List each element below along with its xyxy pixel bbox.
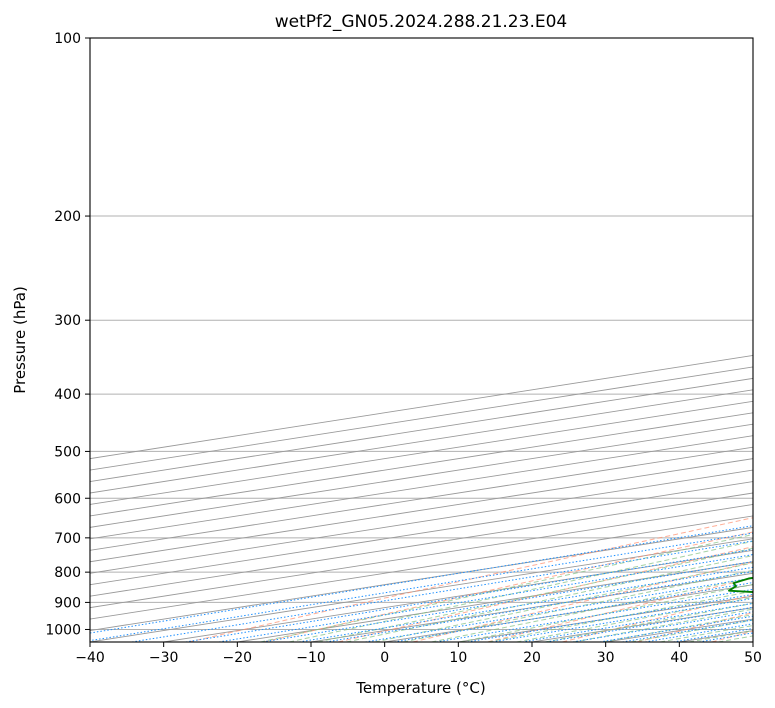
x-tick-label: −10 — [296, 650, 326, 666]
x-tick-label: 10 — [449, 650, 467, 666]
moist-adiabat-line — [544, 602, 753, 642]
isotherm-line — [90, 469, 753, 574]
y-tick-label: 700 — [54, 531, 81, 547]
x-tick-label: −30 — [149, 650, 179, 666]
mixing-ratio-line — [599, 615, 753, 642]
y-tick-label: 600 — [54, 491, 81, 507]
isotherm-line — [90, 538, 753, 642]
x-tick-label: 40 — [670, 650, 688, 666]
isotherm-line — [90, 515, 753, 620]
plot-area: -100-90-80-70-60-50-40-30-20-100.10.20.4… — [90, 38, 753, 642]
mixing-ratio-line — [299, 566, 753, 642]
mixing-ratio-line — [262, 560, 753, 642]
isotherm-line — [90, 446, 753, 551]
x-tick-label: 50 — [744, 650, 762, 666]
y-tick-label: 300 — [54, 313, 81, 329]
chart-title: wetPf2_GN05.2024.288.21.23.E04 — [275, 12, 567, 32]
isotherm-line — [90, 458, 753, 563]
mixing-ratio-line — [185, 548, 753, 642]
mixing-ratio-line — [90, 532, 753, 642]
isotherm-line — [90, 492, 753, 597]
moist-adiabat-line — [459, 583, 753, 642]
y-tick-label: 400 — [54, 387, 81, 403]
moist-adiabat-line — [288, 540, 753, 642]
y-tick-label: 800 — [54, 565, 81, 581]
moist-adiabat-line — [317, 547, 753, 642]
isotherm-line — [90, 504, 753, 609]
y-tick-label: 500 — [54, 444, 81, 460]
dry-adiabat-line — [487, 577, 753, 642]
plot-frame — [89, 37, 754, 643]
isotherm-line — [90, 481, 753, 586]
x-tick-label: 0 — [380, 650, 389, 666]
x-tick-label: −20 — [223, 650, 253, 666]
mixing-ratio-line — [365, 577, 753, 642]
dry-adiabat-line — [263, 531, 753, 642]
y-tick-label: 200 — [54, 209, 81, 225]
moist-adiabat-line — [403, 569, 753, 642]
x-tick-label: −40 — [75, 650, 105, 666]
y-axis-label: Pressure (hPa) — [11, 286, 29, 394]
y-tick-label: 100 — [54, 31, 81, 47]
mixing-ratio-line — [326, 571, 753, 642]
isotherm-line — [90, 526, 753, 631]
x-tick-label: 20 — [523, 650, 541, 666]
y-tick-label: 900 — [54, 595, 81, 611]
x-tick-label: 30 — [597, 650, 615, 666]
dry-adiabat-line — [188, 517, 753, 642]
x-axis-label: Temperature (°C) — [355, 679, 485, 697]
y-tick-label: 1000 — [45, 622, 81, 638]
